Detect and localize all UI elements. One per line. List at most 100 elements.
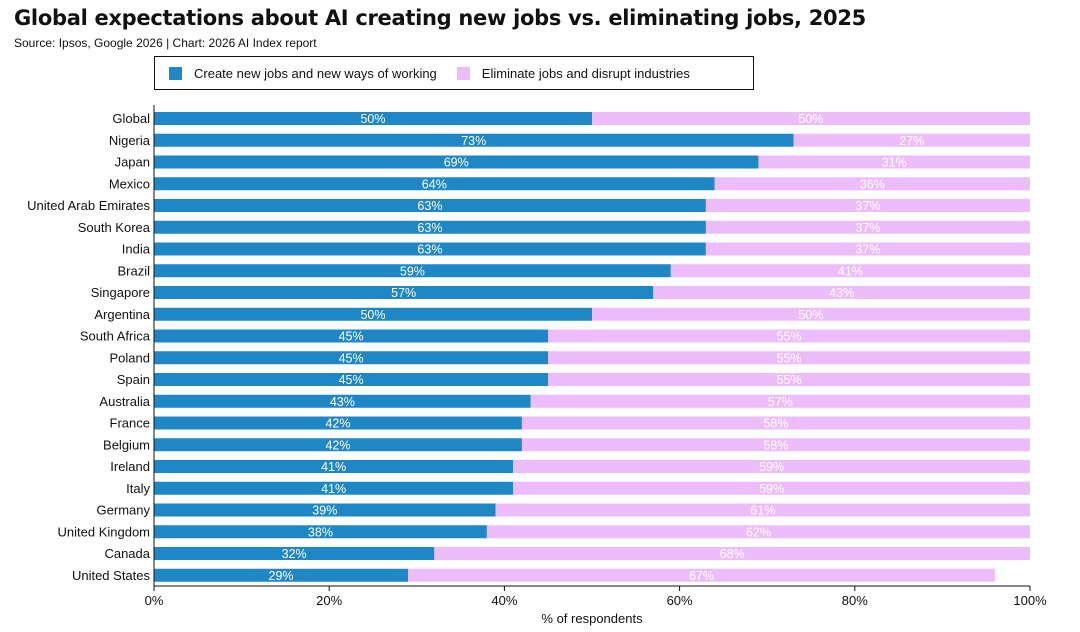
bar-create [154,503,496,517]
bar-create [154,568,409,582]
category-label: Italy [126,481,150,496]
category-label: United Arab Emirates [27,198,150,213]
bar-create [154,481,514,495]
bar-eliminate [513,481,1030,495]
x-tick-label: 20% [316,593,342,608]
category-label: Brazil [117,263,150,278]
legend-swatch-eliminate [456,66,470,80]
category-label: Australia [99,394,150,409]
legend-swatch-create [169,66,182,80]
bar-create [154,242,706,256]
bar-eliminate [486,525,1030,539]
data-label-eliminate: 43% [829,286,854,300]
data-label-create: 41% [321,460,346,474]
bar-create [154,199,706,212]
data-label-create: 63% [417,221,442,235]
data-label-create: 43% [330,395,355,409]
data-label-create: 45% [339,373,364,387]
legend-item-eliminate: Eliminate jobs and disrupt industries [456,65,690,81]
legend-label-eliminate: Eliminate jobs and disrupt industries [481,65,690,81]
data-label-eliminate: 61% [750,504,775,518]
bar-create [154,351,549,365]
x-axis: 0% 20% 40% 60% 80% 100% [145,105,1047,608]
category-label: Nigeria [109,133,151,148]
bar-eliminate [705,220,1030,234]
bar-create [154,177,715,191]
category-label: Poland [110,350,150,365]
category-label: Belgium [103,437,150,452]
data-label-create: 38% [308,525,333,539]
x-tick-label: 100% [1013,593,1047,608]
data-label-create: 63% [417,199,442,213]
legend-label-create: Create new jobs and new ways of working [194,65,437,81]
x-tick-label: 0% [145,593,164,608]
data-label-create: 32% [282,547,307,561]
data-label-create: 45% [339,351,364,365]
category-label: Canada [104,546,150,561]
data-label-create: 39% [312,504,337,518]
data-label-eliminate: 50% [798,308,823,322]
bar-eliminate [513,460,1030,473]
category-label: South Africa [80,329,151,344]
category-label: United States [72,568,151,583]
data-label-create: 64% [422,177,447,191]
data-label-create: 73% [461,134,486,148]
bar-eliminate [434,547,1030,560]
category-label: India [122,242,151,257]
bar-eliminate [408,568,995,582]
bar-eliminate [670,264,1030,278]
data-label-create: 45% [339,330,364,344]
data-label-eliminate: 55% [777,330,802,344]
category-label: Global [112,111,150,126]
data-label-eliminate: 58% [763,438,788,452]
data-label-create: 63% [417,243,442,257]
data-label-eliminate: 55% [777,351,802,365]
data-label-create: 42% [325,417,350,431]
bar-create [154,547,435,560]
bar-create [154,155,759,169]
bar-eliminate [521,438,1030,452]
data-label-eliminate: 37% [855,221,880,235]
data-label-eliminate: 67% [689,569,714,583]
bar-eliminate [714,177,1030,191]
data-label-eliminate: 41% [838,264,863,278]
bar-eliminate [495,503,1030,517]
data-label-eliminate: 59% [759,460,784,474]
data-label-create: 50% [360,112,385,126]
bar-eliminate [705,199,1030,212]
bar-create [154,220,706,234]
bar-create [154,264,671,278]
data-label-eliminate: 37% [855,199,880,213]
data-label-eliminate: 57% [768,395,793,409]
data-label-eliminate: 62% [746,525,771,539]
bar-eliminate [548,329,1030,343]
data-label-eliminate: 55% [777,373,802,387]
chart-subtitle: Source: Ipsos, Google 2026 | Chart: 2026… [14,36,317,50]
category-label: Mexico [109,176,150,191]
data-label-eliminate: 50% [798,112,823,126]
legend-item-create: Create new jobs and new ways of working [169,66,437,81]
data-label-eliminate: 59% [759,482,784,496]
category-label: Ireland [110,459,150,474]
bar-eliminate [758,155,1030,169]
data-label-eliminate: 68% [720,547,745,561]
x-tick-label: 40% [491,593,517,608]
bar-eliminate [592,307,1030,321]
chart-title: Global expectations about AI creating ne… [14,6,866,30]
bar-eliminate [705,242,1030,256]
data-label-eliminate: 31% [882,156,907,170]
data-label-eliminate: 37% [855,243,880,257]
bar-create [154,373,549,386]
bar-eliminate [793,133,1030,147]
category-label: South Korea [78,220,151,235]
x-axis-label: % of respondents [541,611,643,626]
data-label-create: 41% [321,482,346,496]
bar-create [154,112,592,125]
category-label: United Kingdom [58,524,151,539]
x-tick-label: 60% [667,593,693,608]
bar-create [154,329,549,343]
bar-eliminate [592,112,1030,125]
category-label: Spain [117,372,150,387]
data-label-eliminate: 36% [860,177,885,191]
